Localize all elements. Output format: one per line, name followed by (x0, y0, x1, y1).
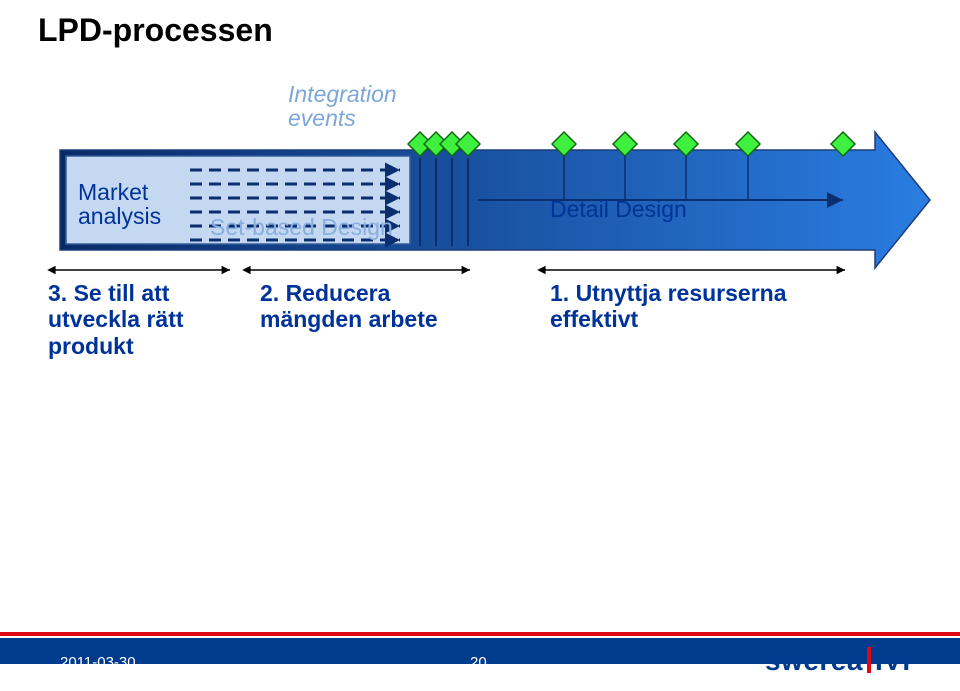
caption-3: 3. Se till attutveckla rättprodukt (48, 280, 184, 359)
logo-text-2: IVF (875, 645, 920, 676)
market-analysis-label: Marketanalysis (78, 180, 161, 228)
detail-design-label: Detail Design (550, 196, 687, 223)
footer-accent (0, 632, 960, 636)
footer-date: 2011-03-30 (60, 654, 136, 671)
footer-page: 20 (470, 654, 487, 671)
caption-2: 2. Reduceramängden arbete (260, 280, 438, 333)
logo-text-1: swerea (765, 645, 863, 676)
logo-divider-icon (867, 647, 871, 673)
integration-events-label: Integrationevents (288, 82, 397, 130)
slide: LPD-processen Integrationevents Marke (0, 0, 960, 691)
swerea-logo: swerea IVF (765, 645, 920, 677)
set-based-design-label: Set-based Design (210, 214, 393, 241)
caption-1: 1. Utnyttja resursernaeffektivt (550, 280, 786, 333)
